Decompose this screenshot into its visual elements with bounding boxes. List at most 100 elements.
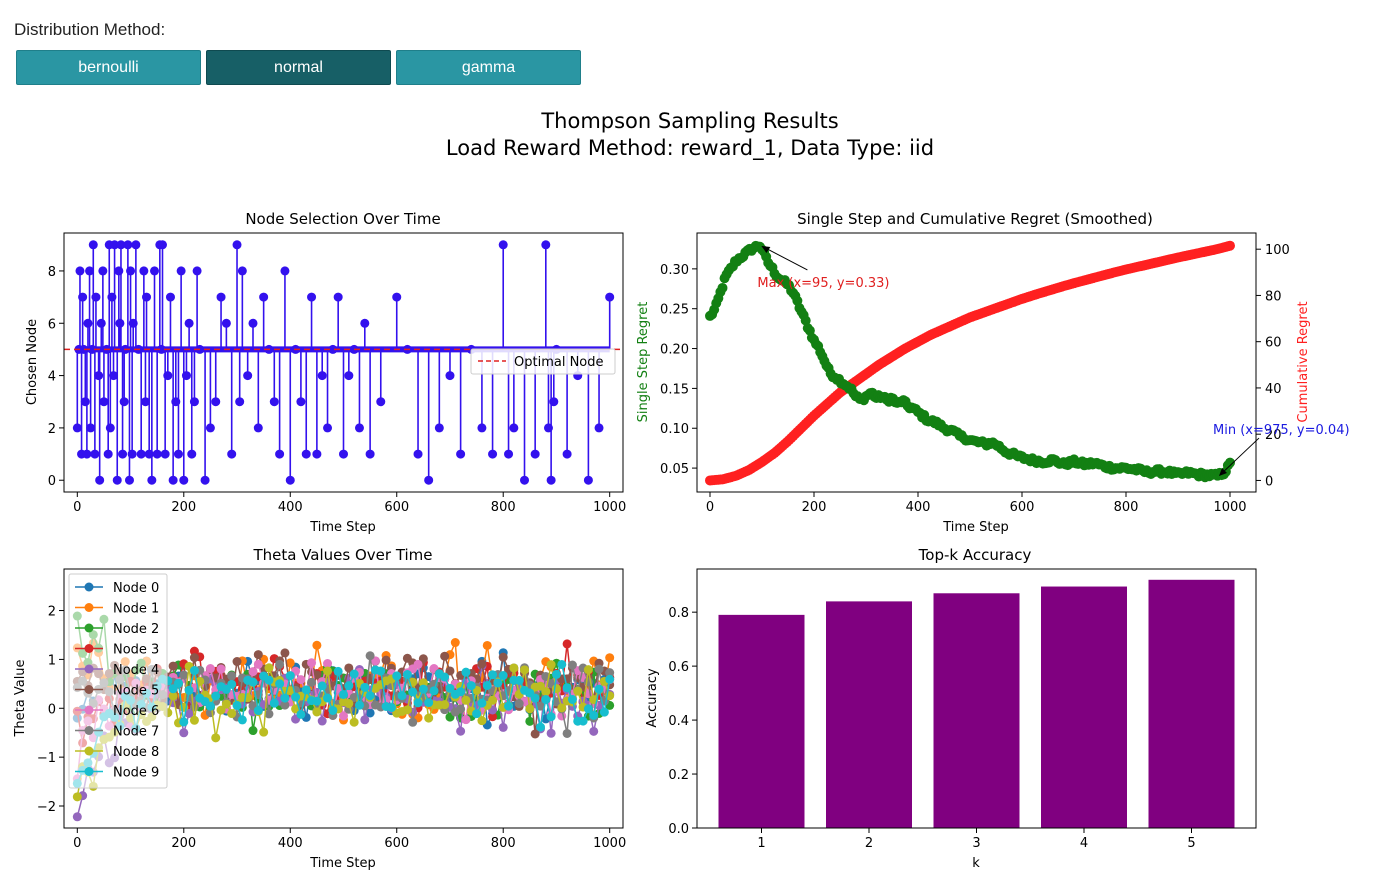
selection-point xyxy=(142,292,152,302)
selection-point xyxy=(296,397,306,407)
theta-axes xyxy=(63,568,624,829)
theta-point xyxy=(557,703,567,713)
selection-point xyxy=(112,475,122,485)
theta-point xyxy=(546,712,556,722)
selection-point xyxy=(583,475,593,485)
theta-point xyxy=(397,691,407,701)
selection-point xyxy=(605,292,615,302)
results-figure: Thompson Sampling Results Load Reward Me… xyxy=(13,109,1350,871)
theta-point xyxy=(317,681,327,691)
y-tick-label: 0.05 xyxy=(660,462,689,477)
x-tick-label: 400 xyxy=(278,500,303,515)
legend-entry-node-2: Node 2 xyxy=(113,622,159,637)
y-right-tick-label: 100 xyxy=(1265,243,1290,258)
topk-title: Top-k Accuracy xyxy=(918,546,1032,564)
theta-title: Theta Values Over Time xyxy=(252,546,432,564)
selection-point xyxy=(187,449,197,459)
y-tick-label: 4 xyxy=(48,370,56,385)
theta-point xyxy=(562,639,572,649)
legend-entry-node-8: Node 8 xyxy=(113,745,159,760)
selection-point xyxy=(530,449,540,459)
selection-point xyxy=(211,397,221,407)
topk-xlabel: k xyxy=(972,856,980,871)
theta-point xyxy=(354,700,364,710)
theta-point xyxy=(525,716,535,726)
theta-point xyxy=(578,716,588,726)
x-tick-label: 1 xyxy=(757,836,765,851)
theta-point xyxy=(344,699,354,709)
selection-point xyxy=(376,397,386,407)
selection-point xyxy=(248,318,258,328)
theta-point xyxy=(291,692,301,702)
selection-point xyxy=(78,292,88,302)
selection-point xyxy=(94,371,104,381)
selection-point xyxy=(253,423,263,433)
theta-point xyxy=(168,661,178,671)
theta-point xyxy=(541,687,551,697)
theta-point xyxy=(339,689,348,699)
selection-point xyxy=(227,449,237,459)
selection-point xyxy=(280,266,290,276)
selection-point xyxy=(200,475,210,485)
legend-entry-node-6: Node 6 xyxy=(113,704,159,719)
selection-point xyxy=(157,240,167,250)
gamma-button[interactable]: gamma xyxy=(396,50,581,85)
theta-point xyxy=(179,670,189,680)
theta-point xyxy=(424,698,434,708)
theta-point xyxy=(173,678,183,688)
theta-point xyxy=(312,707,322,717)
x-tick-label: 600 xyxy=(384,500,409,515)
theta-point xyxy=(498,652,508,662)
figure-title-line1: Thompson Sampling Results xyxy=(540,109,838,133)
selection-point xyxy=(173,449,183,459)
selection-point xyxy=(235,397,245,407)
regret-title: Single Step and Cumulative Regret (Smoot… xyxy=(797,210,1153,228)
theta-point xyxy=(509,663,519,673)
y-right-tick-label: 40 xyxy=(1265,382,1282,397)
x-tick-label: 2 xyxy=(865,836,873,851)
y-tick-label: 0.8 xyxy=(668,606,689,621)
theta-point xyxy=(285,686,295,696)
y-tick-label: 0.20 xyxy=(660,343,689,358)
theta-point xyxy=(461,695,471,705)
theta-point xyxy=(488,670,498,680)
theta-point xyxy=(221,699,231,709)
x-tick-label: 800 xyxy=(491,500,516,515)
selection-point xyxy=(181,371,191,381)
theta-point xyxy=(248,677,258,687)
selection-point xyxy=(269,397,279,407)
x-tick-label: 0 xyxy=(73,836,81,851)
selection-point xyxy=(152,449,162,459)
theta-point xyxy=(328,705,338,715)
max-annotation: Max (x=95, y=0.33) xyxy=(757,276,889,291)
theta-legend: Node 0 Node 1 Node 2 Node 3 Node 4 Node 5 Node… xyxy=(68,573,168,789)
theta-point xyxy=(323,659,333,669)
selection-point xyxy=(85,266,95,276)
legend-optimal-node: Optimal Node xyxy=(514,355,604,370)
theta-point xyxy=(594,684,604,694)
theta-point xyxy=(280,648,290,658)
selection-point xyxy=(504,449,514,459)
theta-point xyxy=(408,717,418,727)
theta-point xyxy=(285,658,295,668)
theta-point xyxy=(493,678,503,688)
x-tick-label: 600 xyxy=(384,836,409,851)
bernoulli-button[interactable]: bernoulli xyxy=(16,50,201,85)
theta-point xyxy=(392,671,402,681)
normal-button[interactable]: normal xyxy=(206,50,391,85)
x-tick-label: 0 xyxy=(73,500,81,515)
selection-point xyxy=(179,475,189,485)
theta-point xyxy=(450,638,460,648)
selection-point xyxy=(259,292,269,302)
theta-point xyxy=(344,681,354,691)
theta-point xyxy=(333,666,343,676)
theta-point xyxy=(445,683,455,693)
x-tick-label: 400 xyxy=(906,500,931,515)
x-tick-label: 1000 xyxy=(593,836,626,851)
selection-point xyxy=(520,475,530,485)
theta-point xyxy=(307,677,317,687)
selection-point xyxy=(221,318,231,328)
selection-point xyxy=(160,449,170,459)
theta-point xyxy=(237,715,247,725)
theta-point xyxy=(248,667,258,677)
